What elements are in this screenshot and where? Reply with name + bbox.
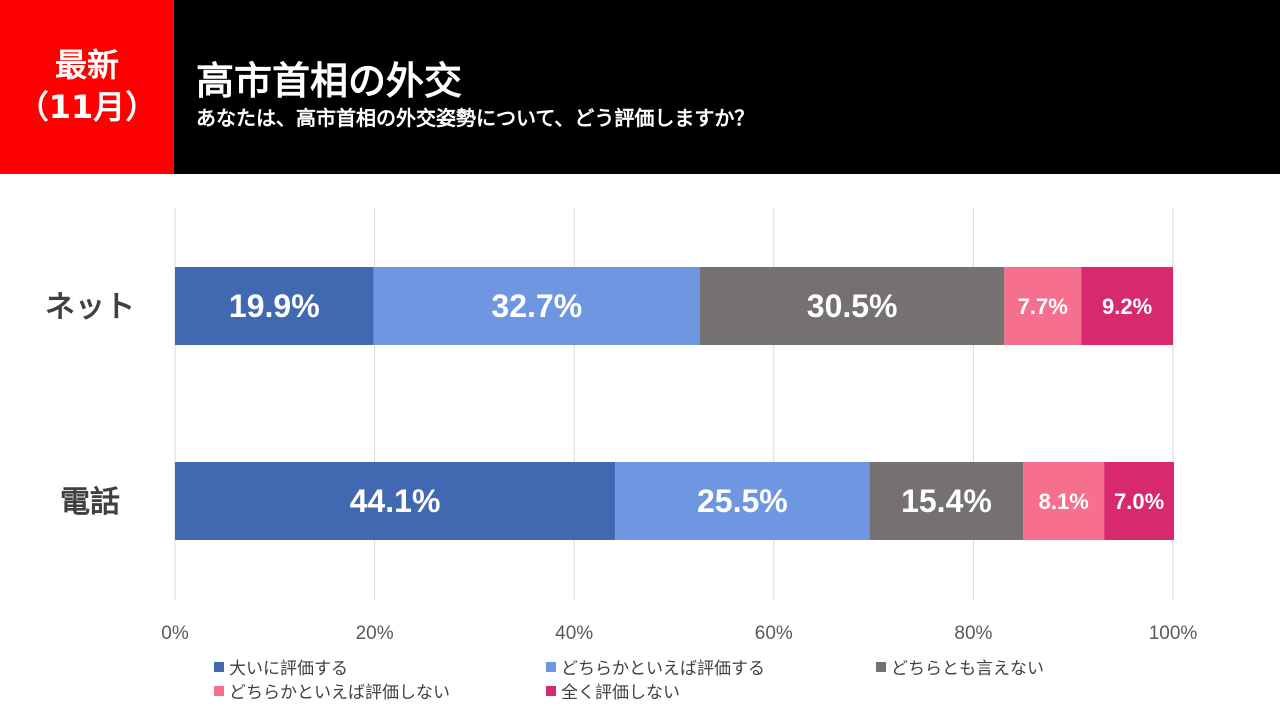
legend-item: 大いに評価する bbox=[214, 654, 348, 679]
x-tick-label: 40% bbox=[555, 623, 593, 644]
data-label: 19.9% bbox=[229, 288, 320, 324]
legend-swatch bbox=[214, 685, 224, 696]
legend-swatch bbox=[546, 661, 556, 672]
legend-item: どちらかといえば評価する bbox=[546, 654, 765, 679]
legend-swatch bbox=[876, 661, 886, 672]
data-label: 9.2% bbox=[1102, 294, 1152, 319]
data-label: 7.7% bbox=[1018, 294, 1068, 319]
badge-line1: 最新 bbox=[54, 46, 119, 84]
legend-item: 全く評価しない bbox=[546, 678, 680, 703]
bar-segment bbox=[1023, 462, 1105, 540]
legend-label: どちらとも言えない bbox=[891, 659, 1044, 679]
legend-swatch bbox=[546, 685, 556, 696]
data-label: 44.1% bbox=[350, 483, 441, 519]
legend-item: どちらかといえば評価しない bbox=[214, 678, 450, 703]
legend-label: どちらかといえば評価する bbox=[561, 659, 765, 679]
x-tick-label: 60% bbox=[755, 623, 793, 644]
header-bar bbox=[0, 0, 1280, 174]
category-label: ネット bbox=[45, 290, 135, 325]
x-tick-label: 100% bbox=[1149, 623, 1198, 644]
bar-segment bbox=[175, 462, 616, 540]
latest-badge: 最新 （11月） bbox=[0, 0, 174, 174]
bar-segment bbox=[615, 462, 870, 540]
data-label: 25.5% bbox=[697, 483, 788, 519]
x-tick-label: 80% bbox=[954, 623, 992, 644]
data-label: 32.7% bbox=[491, 288, 582, 324]
bar-segment bbox=[1004, 267, 1082, 345]
bar-segment bbox=[1104, 462, 1174, 540]
data-label: 30.5% bbox=[807, 288, 898, 324]
data-label: 15.4% bbox=[901, 483, 992, 519]
bar-segment bbox=[699, 267, 1005, 345]
badge-line2: （11月） bbox=[16, 88, 158, 126]
legend-label: 大いに評価する bbox=[229, 659, 348, 679]
data-label: 8.1% bbox=[1039, 489, 1089, 514]
legend-label: どちらかといえば評価しない bbox=[229, 683, 450, 703]
x-tick-label: 0% bbox=[161, 623, 189, 644]
legend-item: どちらとも言えない bbox=[876, 654, 1044, 679]
bar-segment bbox=[175, 267, 374, 345]
category-label: 電話 bbox=[60, 485, 120, 520]
page-subtitle: あなたは、高市首相の外交姿勢について、どう評価しますか？ bbox=[196, 106, 755, 130]
legend-swatch bbox=[214, 661, 224, 672]
bar-segment bbox=[1081, 267, 1173, 345]
page-title: 高市首相の外交 bbox=[196, 59, 463, 103]
legend-label: 全く評価しない bbox=[561, 683, 680, 703]
bar-segment bbox=[869, 462, 1024, 540]
data-label: 7.0% bbox=[1114, 489, 1164, 514]
bar-segment bbox=[373, 267, 700, 345]
x-tick-label: 20% bbox=[356, 623, 394, 644]
